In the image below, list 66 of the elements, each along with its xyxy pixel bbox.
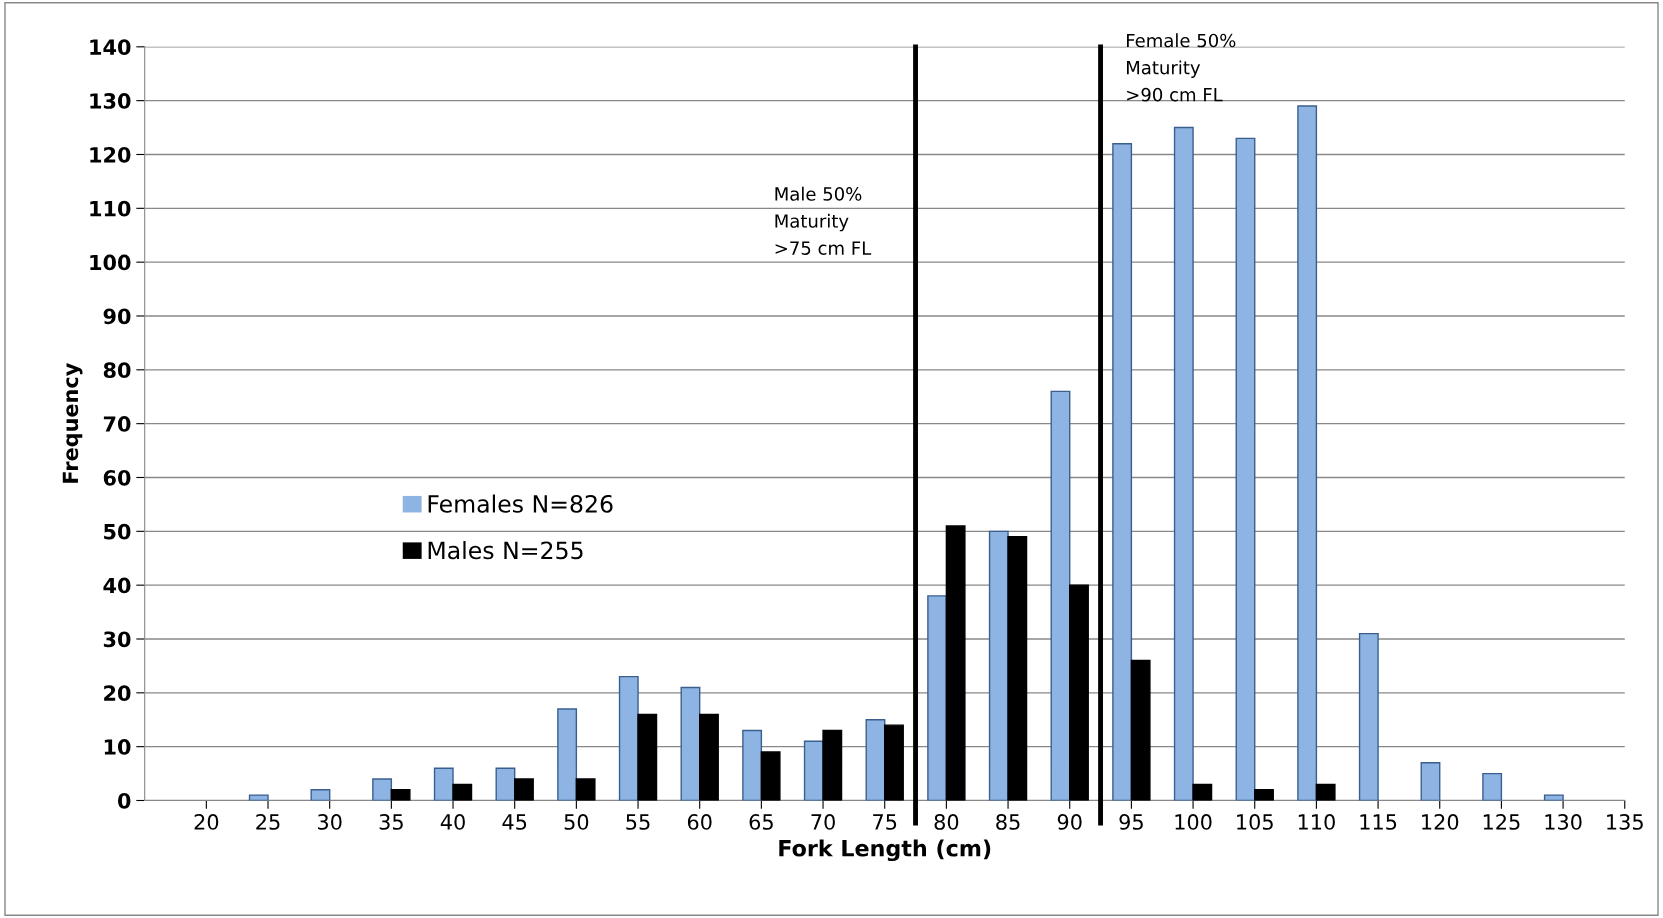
bar	[1420, 762, 1441, 801]
bar	[1482, 772, 1503, 801]
x-tick-label: 115	[1360, 814, 1397, 830]
x-tick-label: 35	[379, 814, 403, 830]
y-axis-title: Frequency	[62, 363, 83, 483]
y-tick-label: 140	[90, 39, 131, 56]
y-tick-label: 70	[103, 416, 131, 432]
bar	[742, 729, 763, 801]
x-tick-label: 50	[564, 814, 589, 830]
bar	[1050, 390, 1071, 801]
bar	[372, 778, 393, 801]
bar	[988, 530, 1009, 801]
x-tick-label: 55	[626, 814, 650, 830]
x-tick-label: 40	[440, 814, 465, 830]
bar	[557, 708, 578, 801]
y-tick-label: 40	[103, 577, 131, 594]
y-tick-label: 130	[90, 93, 131, 109]
x-tick-label: 60	[687, 814, 712, 830]
ref-line-label: Female 50% Maturity >90 cm FL	[1127, 33, 1236, 102]
x-tick-label: 95	[1119, 814, 1143, 830]
bar	[248, 794, 269, 801]
bar	[865, 719, 886, 801]
bar	[1358, 632, 1379, 801]
x-tick-label: 85	[996, 814, 1020, 830]
x-tick-label: 125	[1483, 814, 1520, 830]
legend-label: Males N=255	[428, 540, 583, 560]
y-tick-label: 30	[103, 631, 131, 648]
bar	[433, 767, 454, 801]
bar	[1112, 143, 1133, 801]
ref-line-label: Male 50% Maturity >75 cm FL	[775, 186, 872, 255]
y-tick-label: 120	[90, 146, 131, 163]
x-tick-label: 70	[811, 814, 835, 830]
x-tick-label: 105	[1237, 814, 1273, 830]
bar	[618, 675, 639, 801]
x-tick-label: 130	[1545, 814, 1582, 830]
y-tick-label: 0	[117, 792, 131, 809]
x-tick-label: 45	[502, 814, 527, 830]
x-tick-label: 20	[194, 814, 219, 830]
bar	[1235, 137, 1256, 801]
x-axis-title: Fork Length (cm)	[779, 839, 991, 862]
x-tick-label: 120	[1422, 814, 1459, 830]
bar	[495, 767, 516, 801]
x-tick-label: 65	[749, 814, 773, 830]
y-tick-label: 10	[104, 739, 131, 755]
bar	[680, 686, 701, 801]
x-tick-label: 75	[873, 814, 897, 830]
x-tick-label: 100	[1175, 814, 1212, 830]
x-tick-label: 110	[1298, 814, 1335, 830]
y-tick-label: 80	[103, 362, 131, 379]
x-tick-label: 135	[1607, 814, 1643, 830]
y-tick-label: 60	[103, 469, 131, 486]
y-tick-label: 110	[90, 200, 131, 217]
x-tick-label: 25	[256, 814, 280, 830]
x-tick-label: 80	[934, 814, 959, 830]
bar	[310, 789, 331, 801]
y-tick-label: 90	[103, 308, 131, 325]
bar	[1543, 794, 1564, 801]
x-tick-label: 90	[1057, 814, 1082, 830]
x-tick-label: 30	[318, 814, 342, 830]
legend-label: Females N=826	[428, 494, 613, 513]
bar	[1173, 126, 1194, 801]
bar	[927, 595, 948, 801]
y-tick-label: 20	[104, 685, 131, 702]
bar	[1297, 105, 1318, 801]
y-tick-label: 100	[90, 254, 131, 271]
y-tick-label: 50	[104, 523, 131, 540]
